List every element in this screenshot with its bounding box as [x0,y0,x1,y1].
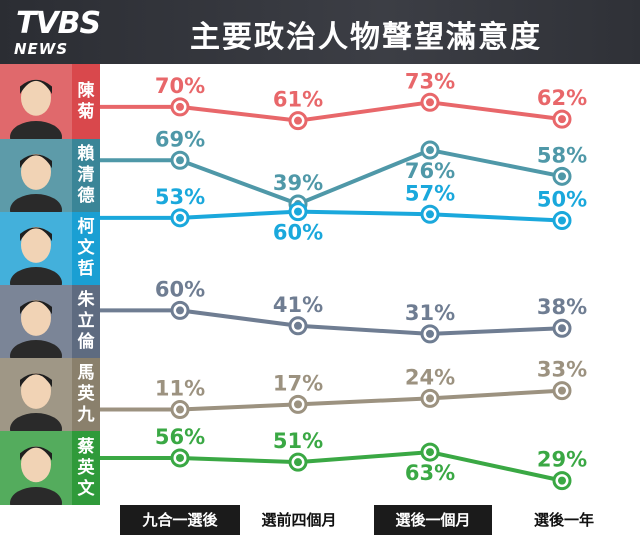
x-tick-label: 選後一個月 [374,505,492,535]
data-label: 76% [405,159,455,183]
data-point-core [294,321,302,330]
data-point-core [294,458,302,467]
data-label: 39% [273,171,323,195]
data-point-core [426,210,434,219]
data-label: 70% [155,74,205,98]
data-point-core [294,207,302,216]
series-line [179,209,563,223]
politician-name: 蔡 英 文 [77,436,95,499]
avatar-icon [0,212,72,299]
data-point-core [558,172,566,181]
politician-name: 朱 立 倫 [77,290,95,352]
data-point-core [176,102,184,111]
data-point-core [294,400,302,409]
data-label: 29% [537,448,587,472]
data-label: 51% [273,429,323,453]
series-line [179,308,563,336]
series-3: 60% 41% 31% 38% [100,277,587,344]
data-label: 17% [273,371,323,395]
series-2: 53% 60% 57% 50% [100,181,587,245]
data-label: 41% [273,293,323,317]
data-point-core [176,453,184,462]
series-line [179,148,563,207]
data-point-core [558,324,566,333]
series-4: 11% 17% 24% 33% [100,358,587,420]
row-label-strip: 陳 菊 [0,64,100,153]
data-label: 69% [155,127,205,151]
data-label: 56% [155,425,205,449]
series-5: 56% 51% 63% 29% [100,425,587,491]
data-label: 60% [155,277,205,301]
data-label: 57% [405,181,455,205]
politician-name: 陳 菊 [77,80,95,122]
data-label: 31% [405,301,455,325]
data-point-core [294,116,302,125]
title-banner: TVBS NEWS 主要政治人物聲望滿意度 [0,0,640,64]
data-point-core [426,146,434,155]
data-point-core [176,306,184,315]
series-0: 70% 61% 73% 62% [100,69,587,131]
data-point-core [176,405,184,414]
news-logo-text: NEWS [14,40,69,58]
row-label-strip: 賴 清 德 [0,139,100,226]
data-label: 58% [537,143,587,167]
data-label: 11% [155,377,205,401]
politician-name: 柯 文 哲 [77,217,95,279]
politician-name: 賴 清 德 [77,144,95,206]
data-label: 24% [405,365,455,389]
row-label-strip: 蔡 英 文 [0,431,100,519]
data-point-core [426,98,434,107]
row-label-strip: 柯 文 哲 [0,212,100,299]
data-label: 62% [537,86,587,110]
series-line [179,450,563,483]
tvbs-logo: TVBS [16,6,101,41]
chart-title: 主要政治人物聲望滿意度 [190,20,542,55]
data-point-core [176,156,184,165]
data-point-core [426,329,434,338]
data-label: 60% [273,221,323,245]
data-point-core [426,394,434,403]
data-point-core [558,476,566,485]
avatar-icon [0,139,72,226]
data-point-core [558,386,566,395]
series-line [179,388,563,412]
row-label-strip: 馬 英 九 [0,358,100,445]
data-label: 63% [405,461,455,485]
series-line [179,100,563,123]
data-point-core [558,216,566,225]
data-point-core [426,448,434,457]
x-tick-label: 選後一年 [510,505,618,535]
data-label: 73% [405,69,455,93]
politician-name: 馬 英 九 [77,363,95,425]
data-label: 38% [537,295,587,319]
data-point-core [176,213,184,222]
x-tick-label: 九合一選後 [120,505,240,535]
avatar-icon [0,431,72,519]
data-point-core [558,115,566,124]
data-label: 33% [537,358,587,382]
data-label: 61% [273,88,323,112]
data-label: 50% [537,188,587,212]
x-tick-label: 選前四個月 [245,505,353,535]
avatar-icon [0,358,72,445]
data-label: 53% [155,185,205,209]
